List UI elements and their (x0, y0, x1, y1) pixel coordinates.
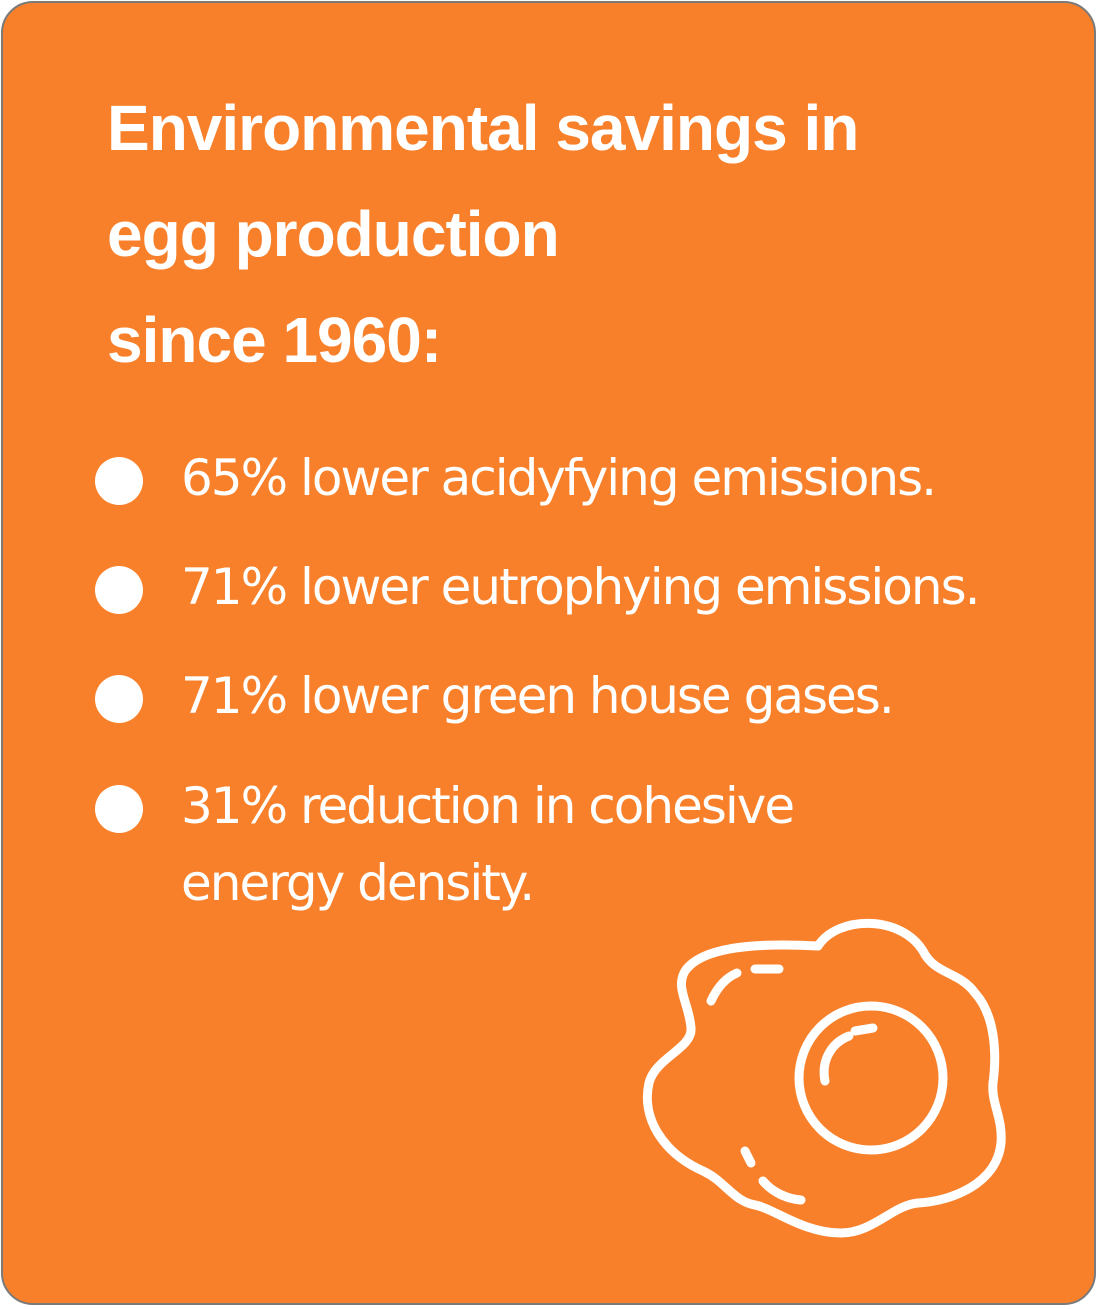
bullet-dot (95, 675, 143, 723)
list-item-text-line-2: energy density. (181, 854, 535, 912)
list-item-text: 71% lower green house gases. (181, 667, 895, 725)
list-item-text-line-1: 31% reduction in cohesive (181, 777, 795, 835)
list-item-text: 65% lower acidyfying emissions. (181, 449, 937, 507)
list-item-text: 71% lower eutrophying emissions. (181, 558, 981, 616)
title-line-2: egg production (107, 198, 560, 270)
card-title: Environmental savings in egg production … (107, 75, 1007, 393)
bullet-dot (95, 457, 143, 505)
title-line-1: Environmental savings in (107, 92, 859, 164)
bullet-dot (95, 566, 143, 614)
savings-list: 65% lower acidyfying emissions. 71% lowe… (3, 3, 1094, 1303)
fried-egg-icon (642, 918, 1006, 1238)
title-line-3: since 1960: (107, 304, 442, 376)
bullet-dot (95, 785, 143, 833)
